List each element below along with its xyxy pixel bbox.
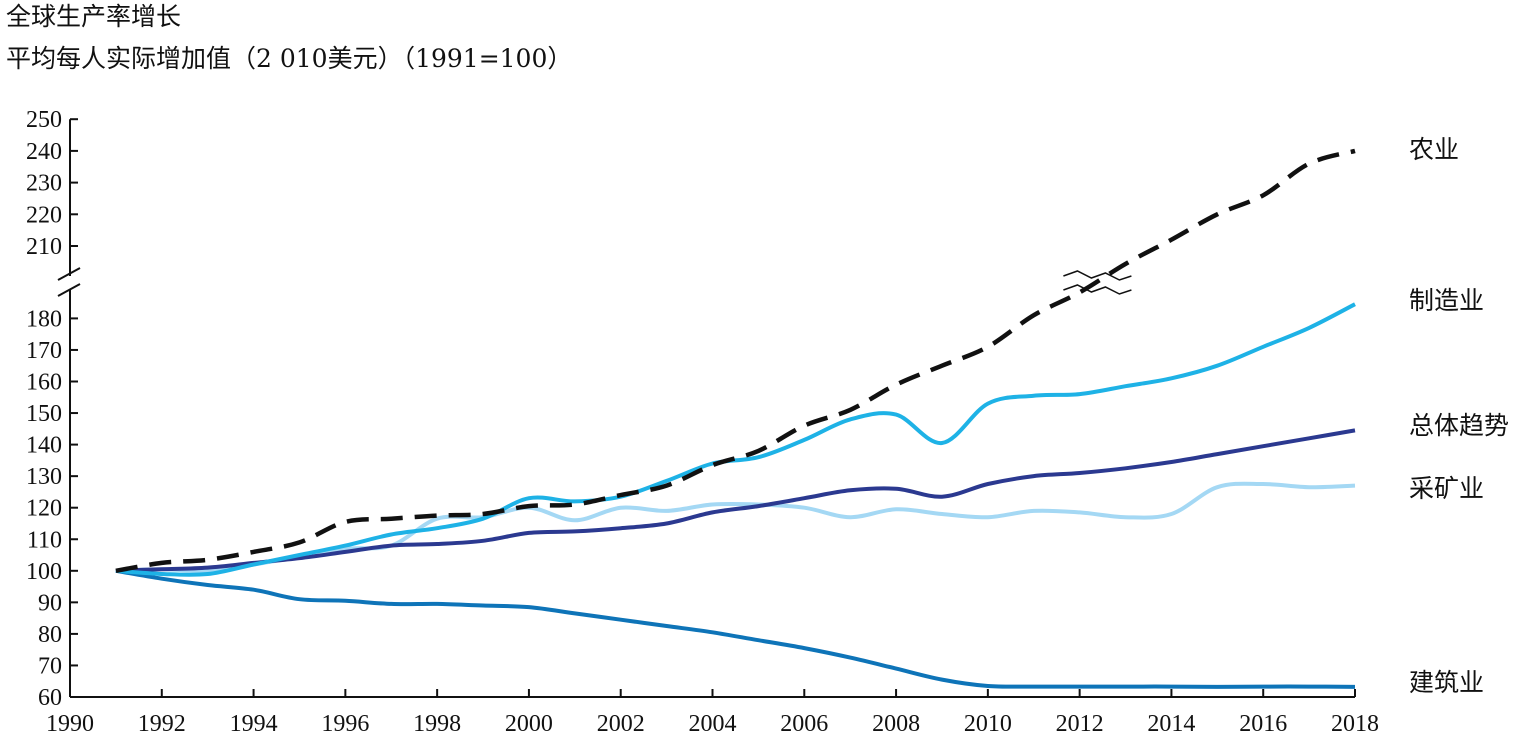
y-tick-label: 60 [38,685,62,711]
series-label-manufacturing: 制造业 [1409,286,1484,315]
y-tick-label: 150 [26,401,62,427]
y-tick-label: 120 [26,496,62,522]
y-tick-label: 80 [38,622,62,648]
y-tick-label: 180 [26,306,62,332]
y-tick-label: 170 [26,338,62,364]
series-label-construction: 建筑业 [1409,668,1484,697]
x-tick-label: 1994 [230,711,278,735]
x-tick-label: 2002 [597,711,645,735]
x-tick-label: 1998 [413,711,461,735]
y-tick-label: 220 [26,202,62,228]
y-tick-label: 240 [26,139,62,165]
series-line-construction [115,568,1356,689]
y-tick-label: 100 [26,559,62,585]
axes: 250 240 230 220 210 180 170 160 150 140 130 120 110 1… [26,107,1379,735]
x-tick-label: 2010 [964,711,1012,735]
x-tick-label: 2014 [1147,711,1195,735]
series-label-overall-trend: 总体趋势 [1409,411,1509,440]
y-tick-label: 110 [27,527,62,553]
chart-title: 全球生产率增长 [6,2,182,31]
x-tick-label: 2012 [1056,711,1104,735]
line-break-mark [1063,284,1132,295]
chart-subtitle: 平均每人实际增加值（2 010美元）（1991=100） [6,44,573,73]
y-tick-label: 250 [26,107,62,133]
x-tick-label: 1996 [321,711,369,735]
series-line-overall-trend [115,428,1356,573]
series-label-agriculture: 农业 [1409,135,1459,164]
y-tick-label: 230 [26,171,62,197]
x-tick-label: 2000 [505,711,553,735]
y-tick-label: 210 [26,234,62,260]
y-tick-label: 140 [26,433,62,459]
x-tick-label: 2016 [1239,711,1287,735]
series-lines [115,148,1356,689]
x-tick-label: 1990 [46,711,94,735]
x-tick-label: 2006 [780,711,828,735]
x-tick-label: 2004 [689,711,737,735]
y-tick-label: 70 [38,653,62,679]
x-tick-label: 2008 [872,711,920,735]
x-tick-label: 2018 [1331,711,1379,735]
y-tick-label: 160 [26,370,62,396]
x-tick-label: 1992 [138,711,186,735]
y-tick-label: 90 [38,590,62,616]
y-tick-label: 130 [26,464,62,490]
series-line-agriculture [115,148,1356,574]
y-axis-break-mark [57,267,81,281]
y-axis-break-mark [57,283,81,297]
series-label-mining: 采矿业 [1409,474,1484,503]
line-break-mark [1063,270,1132,281]
series-line-manufacturing [115,302,1356,577]
